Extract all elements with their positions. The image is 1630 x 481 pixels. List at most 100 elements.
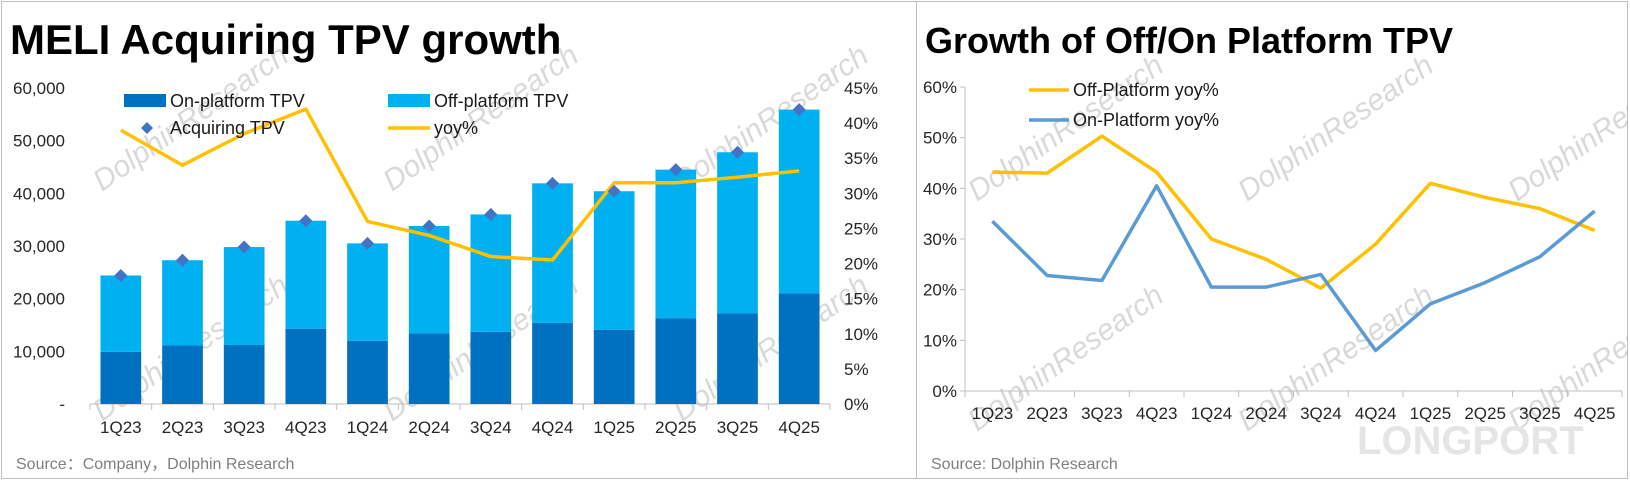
y-tick-label: 60% [923, 78, 957, 97]
x-tick-label: 2Q25 [655, 418, 697, 437]
off-platform-bar [655, 169, 697, 319]
x-tick-label: 1Q24 [347, 418, 389, 437]
left-chart-panel: DolphinResearch DolphinResearch DolphinRes… [1, 1, 917, 479]
y-tick-label: 40% [923, 179, 957, 198]
x-tick-label: 2Q25 [1464, 404, 1506, 423]
off-platform-bar [223, 247, 265, 346]
x-tick-label: 4Q25 [1574, 404, 1616, 423]
off-platform-bar [285, 220, 327, 329]
left-chart-title: MELI Acquiring TPV growth [10, 16, 562, 63]
x-tick-label: 1Q25 [1410, 404, 1452, 423]
acquiring-tpv-marker [546, 176, 559, 190]
x-tick-label: 4Q24 [532, 418, 574, 437]
x-tick-label: 3Q23 [1081, 404, 1123, 423]
y-right-tick-label: 35% [844, 149, 878, 168]
legend-label-acquiring: Acquiring TPV [170, 118, 285, 138]
y-right-tick-label: 10% [844, 325, 878, 344]
on-platform-bar [347, 340, 388, 404]
legend-swatch-on-platform [124, 94, 166, 107]
watermark-text: DolphinResearch [1232, 49, 1439, 208]
legend-label-on-platform: On-platform TPV [170, 91, 305, 111]
acquiring-tpv-marker [607, 184, 621, 198]
on-platform-bar [532, 322, 573, 404]
legend-swatch-off-platform [388, 94, 430, 107]
acquiring-tpv-marker [669, 163, 683, 177]
x-tick-label: 3Q25 [1519, 404, 1561, 423]
y-right-tick-label: 30% [844, 184, 878, 203]
legend-label-off-platform: Off-platform TPV [434, 91, 568, 111]
acquiring-tpv-marker [484, 207, 498, 221]
right-chart-panel: DolphinResearch DolphinResearch DolphinRes… [916, 1, 1628, 479]
x-tick-label: 4Q23 [285, 418, 327, 437]
tpv-growth-chart: DolphinResearch DolphinResearch DolphinRes… [13, 39, 878, 437]
x-tick-label: 2Q23 [1026, 404, 1068, 423]
x-tick-label: 4Q24 [1355, 404, 1397, 423]
y-right-tick-label: 40% [844, 114, 878, 133]
off-platform-bar [470, 214, 512, 332]
y-right-tick-label: 0% [844, 395, 869, 414]
y-tick-label: 0% [932, 382, 957, 401]
on-platform-bar [408, 333, 450, 404]
off-platform-bar [532, 183, 573, 323]
on-platform-bar [655, 318, 697, 404]
on-platform-bar [470, 331, 512, 404]
left-chart-source: Source：Company，Dolphin Research [16, 456, 295, 473]
y-tick-label: 10% [923, 331, 957, 350]
y-right-tick-label: 15% [844, 290, 878, 309]
on-platform-bar [285, 328, 327, 404]
off-platform-bar [593, 191, 635, 330]
off-platform-bar [408, 225, 450, 334]
x-tick-label: 3Q25 [717, 418, 759, 437]
on-platform-bar [717, 313, 758, 404]
y-tick-label: 50% [923, 129, 957, 148]
acquiring-tpv-marker [792, 103, 806, 117]
acquiring-tpv-marker [422, 219, 436, 233]
y-right-tick-label: 25% [844, 219, 878, 238]
legend-label-yoy: yoy% [434, 118, 478, 138]
on-platform-bar [778, 293, 820, 404]
on-platform-bar [223, 345, 265, 404]
y-tick-label: 20% [923, 281, 957, 300]
acquiring-tpv-marker [114, 268, 128, 282]
brand-watermark: LONGPORT [1357, 419, 1584, 463]
y-right-tick-label: 45% [844, 79, 878, 98]
acquiring-tpv-marker [176, 253, 189, 267]
acquiring-tpv-marker [731, 145, 744, 159]
x-tick-label: 1Q23 [972, 404, 1014, 423]
y-left-tick-label: 50,000 [13, 132, 65, 151]
legend-swatch-acquiring [141, 122, 153, 134]
x-tick-label: 1Q24 [1191, 404, 1233, 423]
acquiring-tpv-marker [361, 236, 374, 250]
platform-growth-chart: DolphinResearch DolphinResearch DolphinRes… [923, 49, 1628, 463]
on-platform-yoy-line [991, 184, 1596, 353]
on-platform-bar [593, 329, 635, 404]
x-tick-label: 2Q24 [408, 418, 450, 437]
right-chart-title: Growth of Off/On Platform TPV [925, 20, 1453, 61]
y-left-tick-label: 10,000 [13, 342, 65, 361]
right-chart-source: Source: Dolphin Research [931, 456, 1118, 473]
x-tick-label: 4Q25 [778, 418, 820, 437]
x-tick-label: 3Q24 [470, 418, 512, 437]
watermark-text: DolphinResearch [1502, 49, 1628, 208]
legend-label-off-platform: Off-Platform yoy% [1073, 80, 1219, 100]
y-tick-label: 30% [923, 230, 957, 249]
off-platform-bar [347, 243, 388, 341]
x-tick-label: 1Q23 [100, 418, 142, 437]
acquiring-tpv-marker [299, 214, 313, 228]
x-tick-label: 2Q24 [1245, 404, 1287, 423]
x-tick-label: 4Q23 [1136, 404, 1178, 423]
y-left-tick-label: 40,000 [13, 184, 65, 203]
yoy-line [119, 107, 800, 262]
y-left-tick-label: - [59, 395, 65, 414]
on-platform-bar [100, 351, 142, 404]
legend-label-on-platform: On-Platform yoy% [1073, 110, 1219, 130]
y-left-tick-label: 30,000 [13, 237, 65, 256]
x-tick-label: 2Q23 [162, 418, 204, 437]
x-tick-label: 3Q24 [1300, 404, 1342, 423]
y-right-tick-label: 20% [844, 255, 878, 274]
off-platform-bar [778, 109, 820, 294]
y-right-tick-label: 5% [844, 360, 869, 379]
off-platform-yoy-line [992, 134, 1596, 290]
off-platform-bar [100, 275, 142, 352]
x-tick-label: 1Q25 [593, 418, 635, 437]
